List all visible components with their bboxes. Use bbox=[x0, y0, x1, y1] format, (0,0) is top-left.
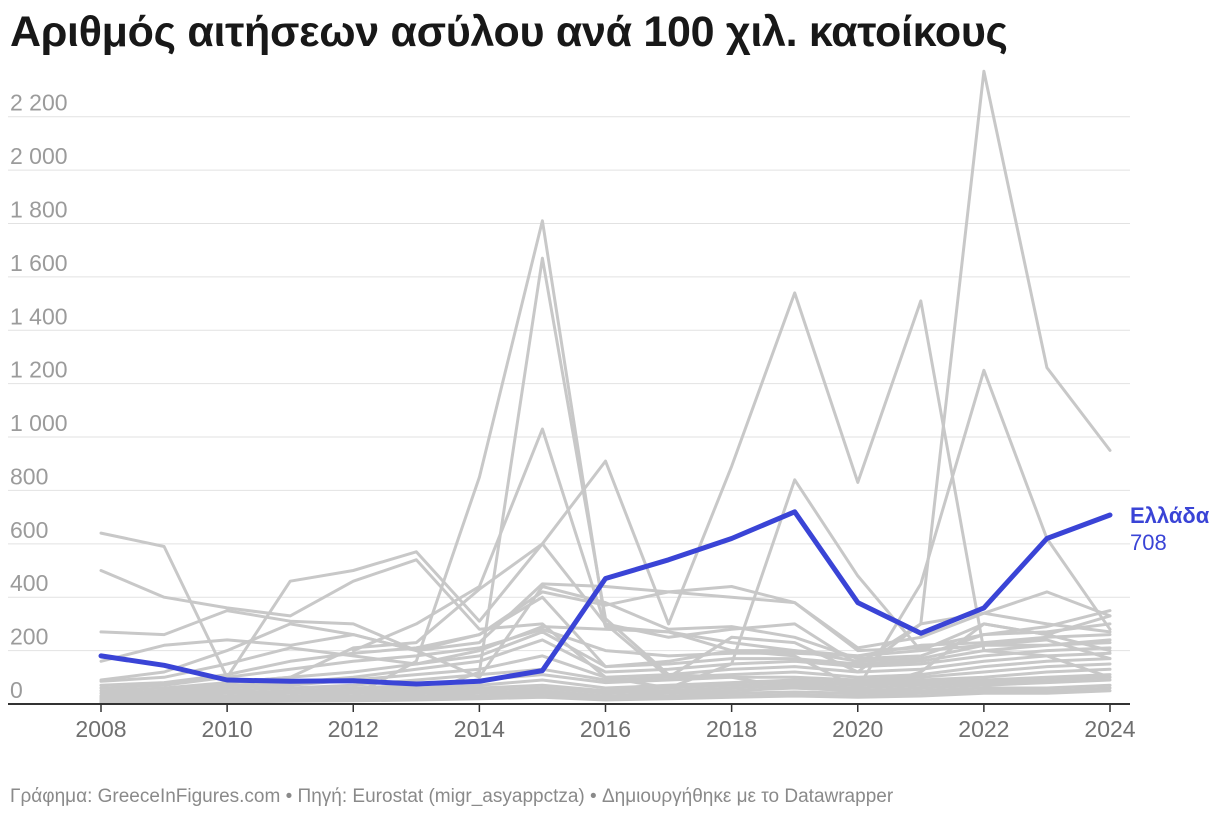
y-tick-label: 800 bbox=[10, 463, 48, 489]
y-tick-label: 200 bbox=[10, 624, 48, 650]
x-tick-label: 2008 bbox=[75, 716, 126, 742]
series-line bbox=[351, 69, 1112, 698]
x-tick-label: 2012 bbox=[328, 716, 379, 742]
y-tick-label: 1 400 bbox=[10, 303, 68, 329]
y-axis: 0 200 400 600 800 1 000 1 200 1 400 1 600 1 800 2 … bbox=[10, 90, 68, 703]
series-line bbox=[99, 651, 1112, 698]
chart-title: Αριθμός αιτήσεων ασύλου ανά 100 χιλ. κατ… bbox=[10, 8, 1008, 56]
x-tick-label: 2016 bbox=[580, 716, 631, 742]
series-line bbox=[99, 662, 1112, 701]
x-tick-label: 2024 bbox=[1084, 716, 1135, 742]
x-tick-label: 2010 bbox=[202, 716, 253, 742]
series-line bbox=[99, 625, 1112, 683]
y-tick-label: 1 800 bbox=[10, 196, 68, 222]
x-tick-label: 2020 bbox=[832, 716, 883, 742]
background-series bbox=[99, 69, 1112, 705]
x-axis: 2008 2010 2012 2014 2016 2018 2020 2022 2024 bbox=[75, 704, 1136, 742]
series-line bbox=[99, 585, 1112, 653]
y-tick-label: 2 200 bbox=[10, 90, 68, 116]
x-tick-label: 2018 bbox=[706, 716, 757, 742]
y-tick-label: 2 000 bbox=[10, 143, 68, 169]
line-chart: 0 200 400 600 800 1 000 1 200 1 400 1 600 1 800 2 … bbox=[8, 69, 1210, 742]
highlight-series-label: Ελλάδα bbox=[1130, 503, 1210, 528]
series-line bbox=[99, 638, 1112, 695]
series-line bbox=[99, 689, 1112, 705]
series-line bbox=[99, 657, 1112, 699]
y-tick-label: 1 600 bbox=[10, 250, 68, 276]
highlight-series-value: 708 bbox=[1130, 530, 1167, 555]
series-line bbox=[99, 667, 1112, 702]
highlight-series-line bbox=[98, 509, 1113, 687]
x-tick-label: 2022 bbox=[958, 716, 1009, 742]
series-line bbox=[99, 627, 1112, 690]
y-tick-label: 1 200 bbox=[10, 357, 68, 383]
y-tick-label: 0 bbox=[10, 677, 23, 703]
y-tick-label: 1 000 bbox=[10, 410, 68, 436]
x-tick-label: 2014 bbox=[454, 716, 505, 742]
y-tick-label: 600 bbox=[10, 517, 48, 543]
y-tick-label: 400 bbox=[10, 570, 48, 596]
footer-credit: Γράφημα: GreeceInFigures.com • Πηγή: Eur… bbox=[10, 786, 894, 807]
